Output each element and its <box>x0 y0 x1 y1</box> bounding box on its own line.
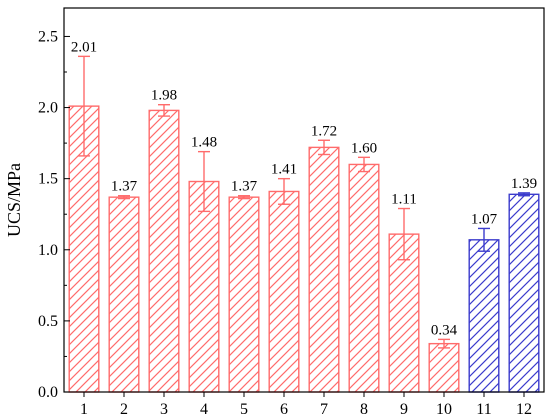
value-label-3: 1.98 <box>151 88 177 104</box>
x-tick-label-7: 7 <box>320 401 328 418</box>
y-axis-title: UCS/MPa <box>4 163 24 237</box>
x-tick-label-11: 11 <box>476 401 491 418</box>
error-bar-6 <box>278 177 290 205</box>
bar-9 <box>388 233 420 393</box>
error-bar-5 <box>238 195 250 200</box>
error-bar-10 <box>438 338 450 349</box>
value-label-8: 1.60 <box>351 140 377 156</box>
value-label-7: 1.72 <box>311 123 337 139</box>
y-tick-label-2.0: 2.0 <box>38 100 58 117</box>
x-tick-label-5: 5 <box>240 401 248 418</box>
bar-6 <box>268 190 300 393</box>
plot-area: 2.0111.3721.9831.4841.3751.4161.7271.608… <box>38 7 545 418</box>
bar-7 <box>308 146 340 393</box>
x-tick-label-9: 9 <box>400 401 408 418</box>
x-tick-label-1: 1 <box>80 401 88 418</box>
value-label-6: 1.41 <box>271 162 297 178</box>
value-label-1: 2.01 <box>71 39 97 55</box>
x-tick-label-10: 10 <box>436 401 452 418</box>
plot-frame <box>63 7 545 393</box>
y-tick-label-1.0: 1.0 <box>38 242 58 259</box>
bar-10 <box>428 342 460 393</box>
value-label-4: 1.48 <box>191 135 217 151</box>
bar-2 <box>108 196 140 393</box>
error-bar-2 <box>118 195 130 200</box>
value-label-12: 1.39 <box>511 176 537 192</box>
bar-12 <box>508 193 540 393</box>
error-bar-12 <box>518 192 530 197</box>
bar-11 <box>468 239 500 393</box>
bar-5 <box>228 196 260 393</box>
y-tick-label-0.0: 0.0 <box>38 384 58 401</box>
error-bar-9 <box>398 207 410 261</box>
x-tick-label-6: 6 <box>280 401 288 418</box>
value-label-2: 1.37 <box>111 179 138 195</box>
x-tick-label-12: 12 <box>516 401 532 418</box>
error-bar-3 <box>158 104 170 117</box>
x-tick-label-8: 8 <box>360 401 368 418</box>
error-bar-7 <box>318 139 330 156</box>
x-tick-label-3: 3 <box>160 401 168 418</box>
error-bar-11 <box>478 227 490 252</box>
value-label-10: 0.34 <box>431 322 458 338</box>
value-label-9: 1.11 <box>391 192 417 208</box>
x-tick-label-4: 4 <box>200 401 208 418</box>
bar-3 <box>148 109 180 393</box>
error-bar-8 <box>358 156 370 173</box>
x-tick-label-2: 2 <box>120 401 128 418</box>
error-bar-4 <box>198 150 210 213</box>
value-label-11: 1.07 <box>471 211 498 227</box>
bar-4 <box>188 180 220 393</box>
y-tick-label-1.5: 1.5 <box>38 171 58 188</box>
error-bar-1 <box>78 55 90 157</box>
y-tick-label-0.5: 0.5 <box>38 313 58 330</box>
value-label-5: 1.37 <box>231 179 258 195</box>
y-tick-label-2.5: 2.5 <box>38 28 58 45</box>
bar-8 <box>348 163 380 393</box>
